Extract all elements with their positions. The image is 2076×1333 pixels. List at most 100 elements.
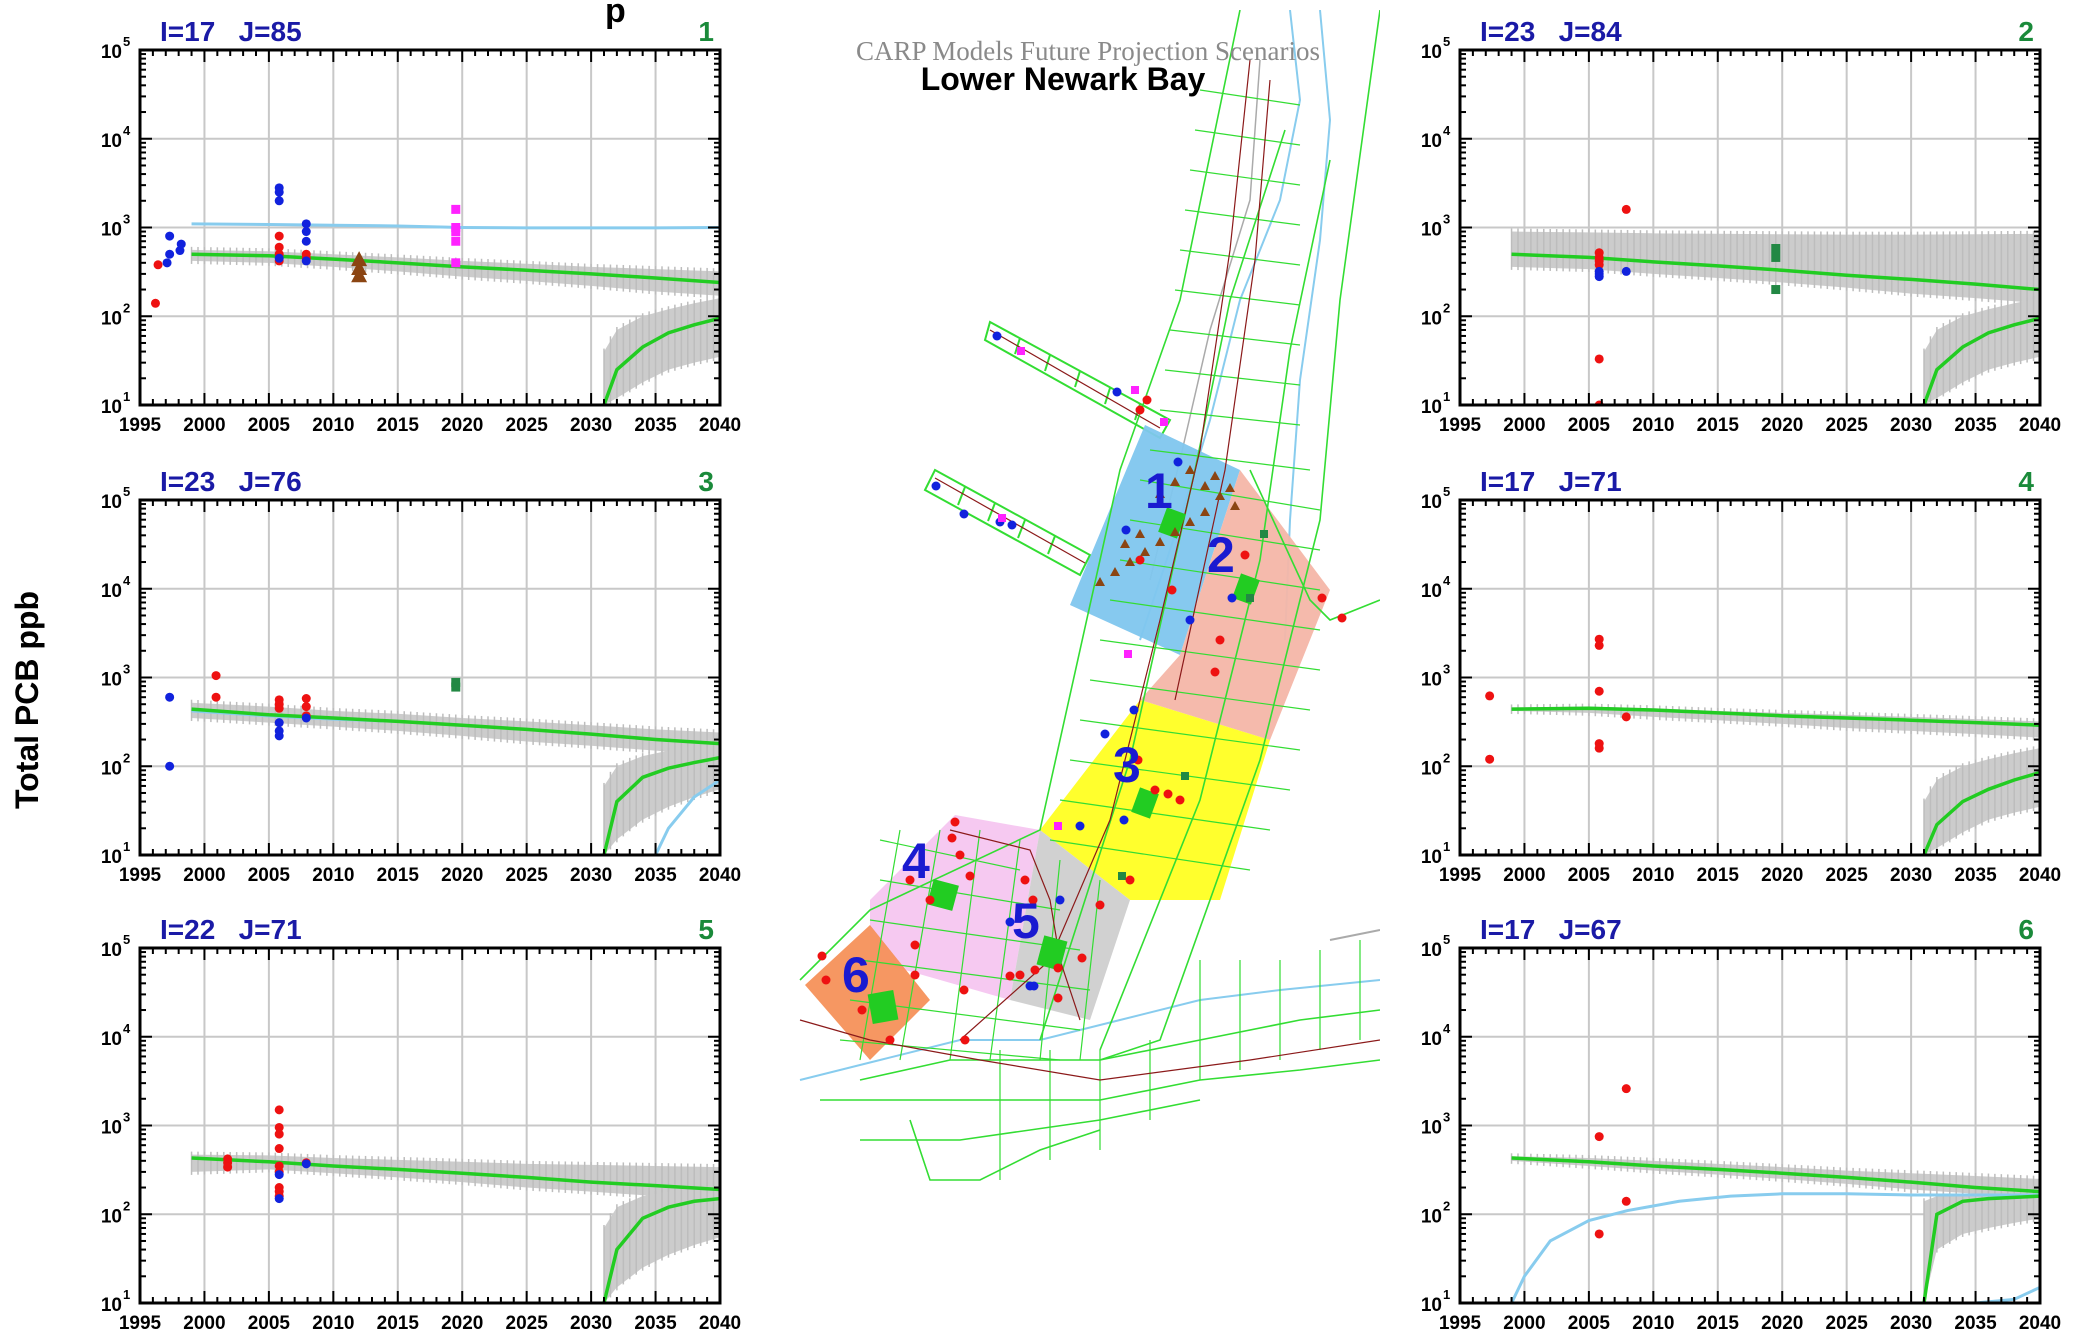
- obs-point-blue: [301, 713, 311, 723]
- panel-number-label: 2: [2018, 16, 2034, 47]
- model-line: [191, 252, 720, 285]
- y-tick-exponent: 2: [1443, 300, 1450, 315]
- map-triangles: [1095, 465, 1240, 586]
- x-tick-label: 2000: [1503, 415, 1545, 436]
- x-tick-label: 2015: [1697, 865, 1740, 886]
- x-tick-label: 2030: [1890, 865, 1932, 886]
- x-tick-label: 2015: [377, 1313, 420, 1333]
- obs-point-red: [1621, 1196, 1631, 1206]
- obs-point-magenta: [451, 236, 461, 246]
- x-tick-label: 2030: [1890, 1313, 1932, 1333]
- x-tick-label: 2010: [312, 415, 354, 436]
- obs-point-red: [1594, 354, 1604, 364]
- x-tick-label: 2000: [183, 865, 225, 886]
- recovery-alt-line: [1924, 1286, 2040, 1303]
- alt-scenario-line: [191, 222, 720, 230]
- zone-6-area: [805, 925, 930, 1060]
- zone-label-6: 6: [842, 947, 870, 1003]
- y-tick-label: 10: [101, 1295, 122, 1316]
- y-tick-exponent: 4: [123, 1021, 131, 1036]
- y-tick-exponent: 5: [1443, 34, 1450, 49]
- x-tick-label: 2000: [1503, 865, 1545, 886]
- x-tick-label: 2010: [1632, 415, 1674, 436]
- y-tick-label: 10: [1421, 1206, 1442, 1227]
- y-tick-exponent: 3: [123, 1110, 130, 1125]
- obs-point-blue: [301, 1159, 311, 1169]
- x-tick-label: 2025: [506, 1313, 549, 1333]
- obs-point-red: [274, 231, 284, 241]
- y-tick-label: 10: [1421, 1295, 1442, 1316]
- y-tick-label: 10: [101, 131, 122, 152]
- x-tick-label: 2005: [1568, 415, 1611, 436]
- recovery-alt-line: [604, 778, 720, 855]
- top-title-fragment: p: [605, 0, 626, 30]
- recovery-line: [1922, 770, 2040, 855]
- y-tick-exponent: 3: [1443, 1110, 1450, 1125]
- obs-point-blue: [165, 692, 175, 702]
- obs-point-blue: [301, 219, 311, 229]
- obs-point-red: [1621, 1084, 1631, 1094]
- map-subtitle: CARP Models Future Projection Scenarios: [856, 36, 1320, 66]
- x-tick-label: 2040: [2019, 1313, 2061, 1333]
- y-tick-label: 10: [101, 670, 122, 691]
- y-tick-label: 10: [101, 940, 122, 961]
- obs-point-red: [274, 1105, 284, 1115]
- x-tick-label: 2005: [1568, 865, 1611, 886]
- x-tick-label: 2040: [2019, 865, 2061, 886]
- x-tick-label: 2010: [1632, 865, 1674, 886]
- obs-point-brown: [351, 267, 368, 283]
- x-tick-label: 2020: [441, 1313, 483, 1333]
- x-tick-label: 2030: [1890, 415, 1932, 436]
- obs-point-red: [153, 260, 163, 270]
- obs-point-red: [1621, 204, 1631, 214]
- zone-label-1: 1: [1145, 463, 1173, 519]
- model-line: [1511, 252, 2040, 292]
- obs-point-blue: [1594, 272, 1604, 282]
- x-tick-label: 2035: [1954, 1313, 1997, 1333]
- obs-point-blue: [274, 718, 284, 728]
- y-tick-label: 10: [101, 397, 122, 418]
- obs-point-red: [150, 298, 160, 308]
- obs-point-red: [301, 249, 311, 259]
- obs-point-blue: [165, 249, 175, 259]
- x-tick-label: 2005: [248, 865, 291, 886]
- obs-point-blue: [274, 1170, 284, 1180]
- y-axis-label: Total PCB ppb: [9, 591, 45, 809]
- obs-point-red: [274, 1122, 284, 1132]
- obs-point-blue: [165, 231, 175, 241]
- obs-point-red: [1594, 634, 1604, 644]
- panel-number-label: 6: [2018, 914, 2034, 945]
- x-tick-label: 1995: [119, 415, 162, 436]
- y-tick-label: 10: [1421, 308, 1442, 329]
- y-tick-label: 10: [1421, 1029, 1442, 1050]
- obs-point-red: [1594, 743, 1604, 753]
- obs-point-magenta: [451, 204, 461, 214]
- x-tick-label: 1995: [119, 865, 162, 886]
- zone-label-4: 4: [902, 833, 930, 889]
- x-tick-label: 2040: [699, 415, 741, 436]
- y-tick-exponent: 1: [1443, 1287, 1450, 1302]
- x-tick-label: 2025: [506, 415, 549, 436]
- model-line: [1511, 1156, 2040, 1194]
- alt-scenario-line: [1510, 1192, 2040, 1303]
- x-tick-label: 1995: [119, 1313, 162, 1333]
- map-sample-points: [817, 331, 1347, 1045]
- x-tick-label: 2015: [377, 865, 420, 886]
- y-tick-label: 10: [1421, 940, 1442, 961]
- y-tick-exponent: 5: [1443, 484, 1450, 499]
- x-tick-label: 2025: [1826, 1313, 1869, 1333]
- y-tick-exponent: 3: [123, 662, 130, 677]
- obs-point-blue: [1621, 266, 1631, 276]
- x-tick-label: 2035: [634, 415, 677, 436]
- x-tick-label: 2040: [699, 1313, 741, 1333]
- obs-point-blue: [162, 258, 172, 268]
- panel-location-label: I=17 J=67: [1480, 914, 1622, 945]
- y-tick-label: 10: [1421, 397, 1442, 418]
- y-tick-exponent: 2: [123, 750, 130, 765]
- y-tick-exponent: 5: [123, 34, 130, 49]
- x-tick-label: 2040: [2019, 415, 2061, 436]
- x-tick-label: 2020: [1761, 415, 1803, 436]
- newark-bay-map: 1 2 3 4 5 6 CARP Models Future Projectio…: [799, 10, 1380, 1181]
- x-tick-label: 1995: [1439, 865, 1482, 886]
- panel-location-label: I=23 J=84: [1480, 16, 1622, 47]
